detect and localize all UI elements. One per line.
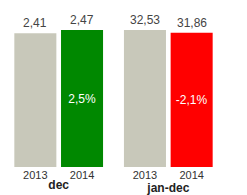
svg-text:2,47: 2,47: [70, 13, 94, 27]
svg-text:2,41: 2,41: [23, 16, 47, 30]
svg-text:2,5%: 2,5%: [68, 92, 96, 106]
svg-text:-2,1%: -2,1%: [176, 93, 208, 107]
svg-text:2014: 2014: [179, 169, 203, 181]
svg-text:2013: 2013: [23, 169, 47, 181]
svg-text:32,53: 32,53: [130, 13, 160, 27]
svg-text:jan-dec: jan-dec: [146, 181, 189, 195]
svg-text:2013: 2013: [133, 169, 157, 181]
svg-text:31,86: 31,86: [177, 16, 207, 30]
svg-text:2014: 2014: [70, 169, 94, 181]
svg-text:dec: dec: [48, 178, 69, 192]
